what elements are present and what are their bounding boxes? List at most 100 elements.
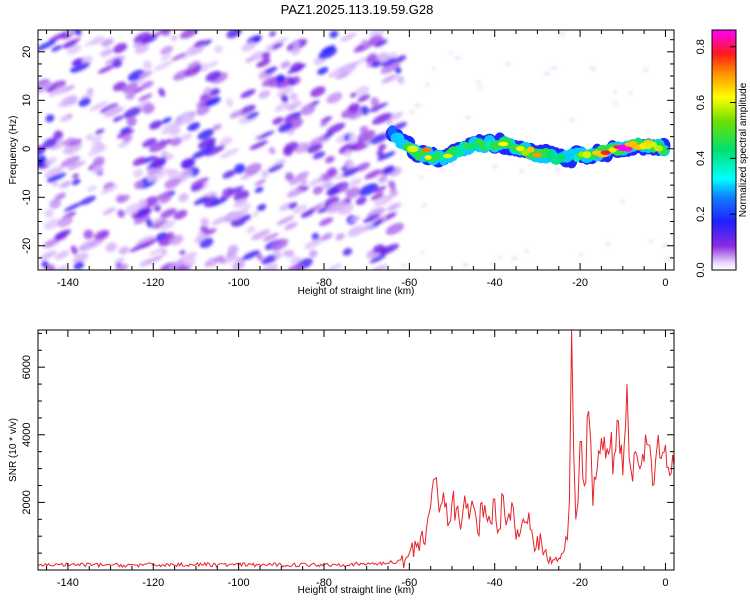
noise-blob <box>378 175 388 184</box>
noise-blob <box>137 100 151 109</box>
noise-blob <box>57 216 73 228</box>
noise-blob <box>49 198 61 209</box>
noise-blob <box>225 186 244 196</box>
noise-blob <box>251 229 271 241</box>
noise-blob <box>51 45 63 52</box>
noise-blob <box>204 145 225 157</box>
noise-blob <box>138 198 148 209</box>
noise-blob <box>199 93 211 103</box>
y-tick-label: -20 <box>21 238 33 254</box>
noise-blob <box>118 140 130 148</box>
noise-blob <box>505 62 511 66</box>
signal-peak <box>498 141 509 147</box>
noise-blob <box>81 55 94 65</box>
x-tick-label: -20 <box>572 577 588 589</box>
noise-blob <box>126 116 137 127</box>
signal-peak <box>643 140 654 145</box>
noise-blob <box>48 85 68 97</box>
noise-blob <box>376 149 385 158</box>
noise-blob <box>246 226 256 234</box>
noise-blob <box>95 128 105 135</box>
noise-blob <box>274 102 289 112</box>
noise-blob <box>378 55 391 63</box>
noise-blob <box>149 247 165 256</box>
noise-blob <box>142 60 153 70</box>
noise-blob <box>589 67 597 71</box>
noise-blob <box>139 70 153 79</box>
x-tick-label: -140 <box>57 277 79 289</box>
noise-blob <box>614 91 618 95</box>
snr-plot-area <box>38 330 674 570</box>
noise-blob <box>559 32 565 36</box>
noise-blob <box>173 209 188 220</box>
noise-blob <box>153 60 174 71</box>
noise-blob <box>319 121 329 127</box>
noise-blob <box>60 155 81 168</box>
noise-blob <box>374 194 393 207</box>
noise-blob <box>350 215 361 223</box>
noise-blob <box>335 233 345 241</box>
noise-blob <box>374 39 388 48</box>
noise-blob <box>368 40 375 46</box>
signal-blob <box>424 155 432 160</box>
noise-blob <box>263 232 280 242</box>
noise-blob <box>289 92 298 101</box>
noise-blob <box>63 202 83 212</box>
noise-blob <box>125 91 136 100</box>
noise-blob <box>283 141 299 153</box>
noise-blob <box>187 43 205 56</box>
noise-blob <box>261 170 269 178</box>
noise-blob <box>64 41 78 49</box>
noise-blob <box>61 115 70 122</box>
noise-blob <box>389 188 397 194</box>
noise-blob <box>244 162 262 175</box>
noise-blob <box>72 58 83 66</box>
noise-blob <box>361 39 369 48</box>
spectrogram-signal-layer <box>385 125 671 169</box>
noise-blob <box>122 135 133 143</box>
noise-blob <box>385 212 397 219</box>
spectrogram-y-axis: -20 -10 0 10 20 <box>21 39 674 271</box>
noise-blob <box>378 144 387 151</box>
y-tick-label: 6000 <box>21 355 33 379</box>
noise-blob <box>326 186 339 197</box>
noise-blob <box>179 169 193 180</box>
noise-blob <box>454 56 461 60</box>
noise-blob <box>320 232 333 241</box>
noise-blob <box>86 88 94 94</box>
noise-blob <box>179 250 186 255</box>
noise-blob <box>242 203 252 210</box>
noise-blob <box>129 242 150 253</box>
noise-blob <box>364 169 382 180</box>
noise-blob <box>187 60 201 69</box>
noise-blob <box>326 200 347 214</box>
noise-blob <box>218 255 226 264</box>
noise-blob <box>325 155 335 164</box>
noise-blob <box>309 136 326 146</box>
noise-blob <box>214 45 223 54</box>
noise-blob <box>318 217 334 226</box>
noise-blob <box>340 185 349 192</box>
noise-blob <box>386 203 400 212</box>
noise-blob <box>45 114 55 123</box>
noise-blob <box>524 249 530 253</box>
noise-blob <box>257 130 275 140</box>
noise-blob <box>204 228 217 236</box>
noise-blob <box>357 130 376 143</box>
noise-blob <box>258 90 271 99</box>
noise-blob <box>100 48 114 57</box>
noise-blob <box>285 172 294 182</box>
noise-blob <box>67 160 86 171</box>
signal-peak <box>532 152 543 158</box>
noise-blob <box>543 72 550 76</box>
noise-blob <box>145 254 164 265</box>
noise-blob <box>292 204 308 214</box>
noise-blob <box>393 55 407 64</box>
noise-blob <box>369 254 386 264</box>
noise-blob <box>70 245 78 255</box>
noise-blob <box>286 103 297 112</box>
signal-peak <box>421 147 432 152</box>
noise-blob <box>353 223 374 235</box>
noise-blob <box>54 231 68 241</box>
noise-blob <box>45 157 57 165</box>
